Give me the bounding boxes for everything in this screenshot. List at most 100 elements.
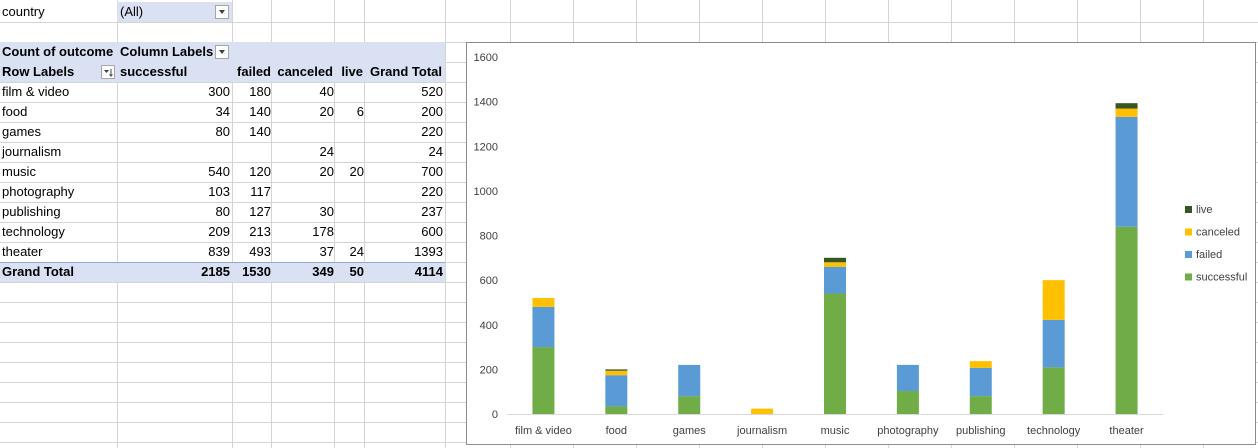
pivot-total-cell[interactable]: 2185 — [201, 264, 230, 279]
pivot-value-cell[interactable]: 30 — [319, 204, 334, 219]
pivot-row-label[interactable]: photography — [2, 184, 75, 199]
pivot-value-cell[interactable]: 80 — [215, 204, 230, 219]
pivot-value-cell[interactable]: 80 — [215, 124, 230, 139]
pivot-total-cell[interactable]: 4114 — [414, 264, 443, 279]
pivot-row-label[interactable]: journalism — [2, 144, 62, 159]
pivot-value-cell[interactable]: 20 — [349, 164, 364, 179]
pivot-total-cell[interactable]: 50 — [349, 264, 364, 279]
x-tick-label: food — [606, 425, 627, 437]
x-tick-label: photography — [877, 425, 939, 437]
filter-dropdown-button[interactable] — [215, 5, 229, 19]
pivot-value-cell[interactable]: 220 — [421, 184, 443, 199]
pivot-value-cell[interactable]: 40 — [319, 84, 334, 99]
x-tick-label: publishing — [956, 425, 1006, 437]
bar-segment-successful — [1042, 367, 1065, 414]
pivot-row-label[interactable]: technology — [2, 224, 65, 239]
col-header-live: live — [341, 64, 363, 79]
pivot-value-cell[interactable]: 237 — [421, 204, 443, 219]
pivot-row-label[interactable]: games — [2, 124, 42, 139]
bar-segment-successful — [896, 391, 919, 414]
bar-segment-failed — [1115, 116, 1138, 227]
y-tick-label: 1200 — [474, 141, 498, 153]
pivot-value-cell[interactable]: 520 — [421, 84, 443, 99]
legend-swatch-failed — [1185, 251, 1192, 258]
pivot-row-label[interactable]: food — [2, 104, 28, 119]
filter-value[interactable]: (All) — [120, 4, 144, 19]
pivot-value-cell[interactable] — [221, 142, 271, 162]
pivot-value-cell[interactable]: 20 — [319, 164, 334, 179]
pivot-value-cell[interactable]: 127 — [249, 204, 271, 219]
pivot-value-cell[interactable]: 140 — [249, 124, 271, 139]
pivot-value-cell[interactable]: 34 — [215, 104, 230, 119]
bar-segment-successful — [605, 406, 628, 414]
legend-entry: failed — [1196, 249, 1222, 261]
chart-canvas: 0 200 400 600 800 1000 1200 1400 1600 film & vide… — [474, 52, 1248, 437]
pivot-total-label[interactable]: Grand Total — [2, 264, 74, 279]
pivot-value-cell[interactable]: 20 — [319, 104, 334, 119]
y-tick-label: 1400 — [474, 97, 498, 109]
pivot-value-cell[interactable]: 209 — [208, 224, 230, 239]
pivot-value-cell[interactable]: 24 — [428, 144, 443, 159]
pivot-value-cell[interactable]: 178 — [312, 224, 334, 239]
pivot-row-label[interactable]: theater — [2, 244, 43, 259]
legend-swatch-live — [1185, 206, 1192, 213]
pivot-value-cell[interactable]: 24 — [349, 244, 364, 259]
pivot-row-label[interactable]: music — [2, 164, 36, 179]
pivot-value-cell[interactable] — [314, 122, 364, 142]
x-tick-label: technology — [1027, 425, 1081, 437]
bar-segment-canceled — [824, 262, 846, 267]
col-header-canceled: canceled — [277, 64, 333, 79]
pivot-value-cell[interactable]: 300 — [208, 84, 230, 99]
stacked-column-chart[interactable]: 0 200 400 600 800 1000 1200 1400 1600 film & vide… — [466, 42, 1256, 445]
pivot-value-cell[interactable]: 1393 — [414, 244, 443, 259]
pivot-value-cell[interactable]: 600 — [421, 224, 443, 239]
pivot-value-cell[interactable] — [314, 142, 364, 162]
filter-label: country — [2, 4, 45, 19]
legend-entry: live — [1196, 204, 1213, 216]
bar-segment-successful — [678, 396, 701, 414]
pivot-value-cell[interactable]: 700 — [421, 164, 443, 179]
y-tick-label: 600 — [480, 275, 498, 287]
bar-segment-live — [824, 257, 846, 263]
bar-segment-successful — [532, 347, 555, 414]
pivot-value-cell[interactable]: 37 — [319, 244, 334, 259]
y-tick-label: 0 — [492, 409, 498, 421]
pivot-total-cell[interactable]: 1530 — [242, 264, 271, 279]
pivot-value-cell[interactable]: 103 — [208, 184, 230, 199]
pivot-total-band — [0, 262, 445, 282]
pivot-value-cell[interactable] — [314, 182, 364, 202]
pivot-value-cell[interactable]: 120 — [249, 164, 271, 179]
chevron-down-icon — [219, 10, 225, 14]
pivot-value-cell[interactable]: 493 — [249, 244, 271, 259]
x-tick-label: theater — [1109, 425, 1144, 437]
x-tick-label: film & video — [515, 425, 572, 437]
sort-filter-icon — [104, 69, 113, 77]
pivot-value-cell[interactable]: 24 — [319, 144, 334, 159]
pivot-value-cell[interactable]: 839 — [208, 244, 230, 259]
pivot-value-cell[interactable]: 140 — [249, 104, 271, 119]
pivot-value-cell[interactable]: 200 — [421, 104, 443, 119]
pivot-value-cell[interactable]: 220 — [421, 124, 443, 139]
bar-segment-failed — [969, 367, 992, 397]
pivot-value-cell[interactable] — [314, 82, 364, 102]
column-labels-dropdown-button[interactable] — [215, 45, 229, 59]
pivot-value-cell[interactable]: 117 — [250, 184, 271, 199]
filter-value-background — [117, 2, 232, 22]
pivot-value-cell[interactable]: 213 — [249, 224, 271, 239]
bar-segment-live — [605, 369, 628, 371]
pivot-row-label[interactable]: film & video — [2, 84, 70, 99]
bar-segment-canceled — [1115, 108, 1138, 117]
pivot-value-cell[interactable] — [314, 222, 364, 242]
pivot-total-cell[interactable]: 349 — [312, 264, 334, 279]
pivot-value-cell[interactable]: 6 — [356, 104, 364, 119]
pivot-value-cell[interactable]: 180 — [249, 84, 271, 99]
bar-segment-failed — [678, 364, 701, 397]
row-labels-sort-filter-button[interactable] — [101, 65, 115, 79]
pivot-value-cell[interactable]: 540 — [208, 164, 230, 179]
pivot-row-label[interactable]: publishing — [2, 204, 61, 219]
pivot-value-cell[interactable] — [314, 202, 364, 222]
pivot-row-labels: Row Labels — [2, 64, 75, 79]
bar-segment-canceled — [1042, 280, 1065, 320]
col-header-failed: failed — [237, 64, 271, 79]
bar-segment-canceled — [969, 361, 992, 368]
